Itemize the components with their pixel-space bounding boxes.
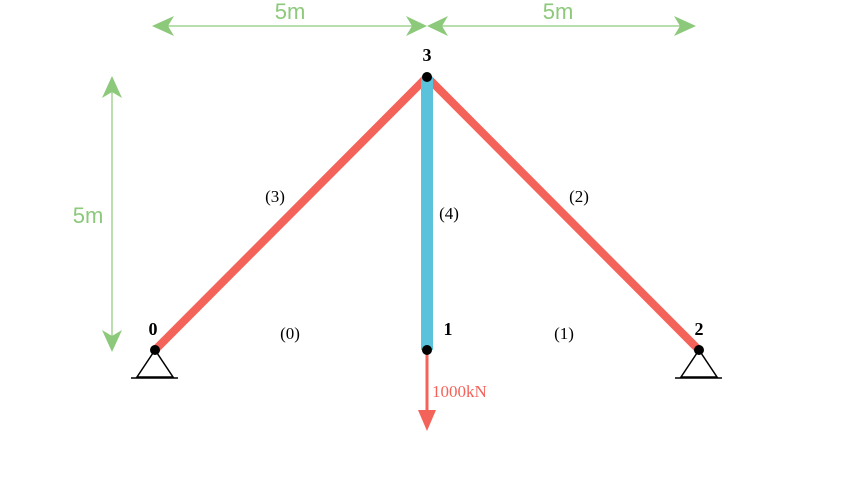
node-0 bbox=[150, 345, 160, 355]
dimension-arrowhead-icon bbox=[406, 16, 427, 36]
dimension-arrowhead-icon bbox=[102, 330, 122, 352]
member-4-bar bbox=[421, 77, 433, 350]
dimension-label-top-right: 5m bbox=[543, 0, 574, 24]
dimension-arrowhead-icon bbox=[427, 16, 448, 36]
node-3 bbox=[422, 72, 432, 82]
dimension-arrowhead-icon bbox=[674, 16, 696, 36]
node-label-0: 0 bbox=[149, 319, 158, 339]
member-label-1: (1) bbox=[554, 324, 574, 343]
load-label-node-1: 1000kN bbox=[432, 382, 487, 401]
node-1 bbox=[422, 345, 432, 355]
pin-support-icon bbox=[679, 348, 719, 378]
support-node-2 bbox=[675, 348, 722, 379]
dimension-label-left-vertical: 5m bbox=[73, 203, 104, 228]
dimension-top-right bbox=[427, 16, 696, 36]
dimension-arrowhead-icon bbox=[152, 16, 174, 36]
support-node-0 bbox=[131, 348, 178, 379]
member-label-4: (4) bbox=[439, 204, 459, 223]
dimension-arrowhead-icon bbox=[102, 76, 122, 98]
member-label-3: (3) bbox=[265, 187, 285, 206]
member-3-bar bbox=[151, 73, 431, 354]
dimension-left-vertical bbox=[102, 76, 122, 352]
load-arrow-node-1 bbox=[418, 352, 436, 431]
dimension-label-top-left: 5m bbox=[275, 0, 306, 24]
arrowhead-down-icon bbox=[418, 410, 436, 431]
member-2-bar bbox=[423, 73, 703, 354]
node-label-2: 2 bbox=[695, 319, 704, 339]
member-label-2: (2) bbox=[569, 187, 589, 206]
node-label-3: 3 bbox=[423, 45, 432, 65]
dimension-top-left bbox=[152, 16, 427, 36]
pin-support-icon bbox=[135, 348, 175, 378]
node-2 bbox=[694, 345, 704, 355]
node-label-1: 1 bbox=[444, 319, 453, 339]
member-label-0: (0) bbox=[280, 324, 300, 343]
